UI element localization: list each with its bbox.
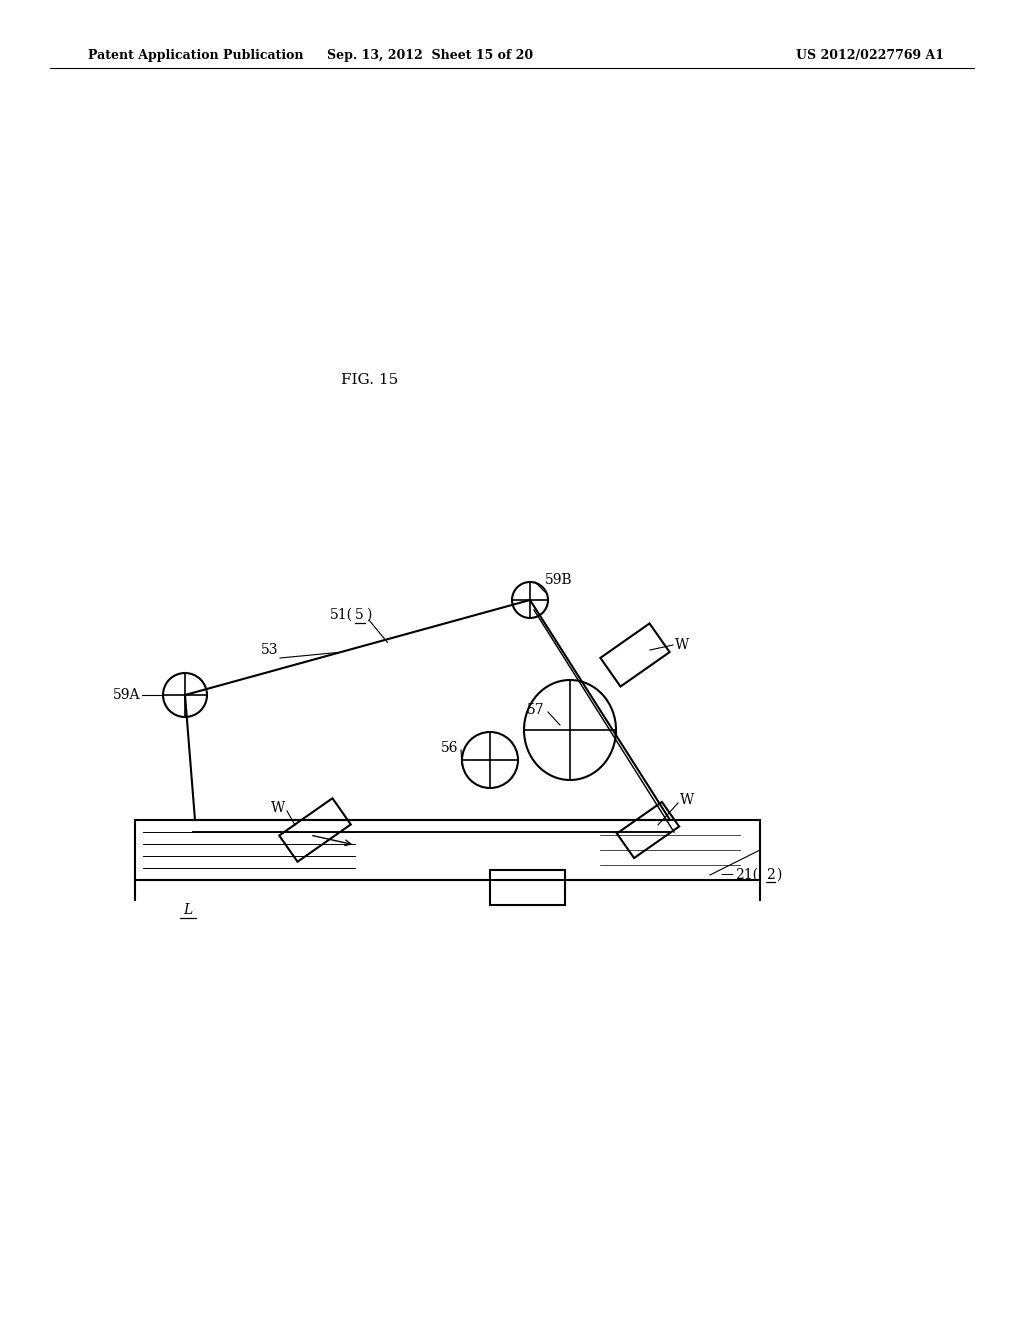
Text: 51(: 51( bbox=[330, 609, 353, 622]
Text: US 2012/0227769 A1: US 2012/0227769 A1 bbox=[796, 49, 944, 62]
Text: —: — bbox=[720, 869, 732, 882]
Text: 57: 57 bbox=[527, 704, 545, 717]
Text: FIG. 15: FIG. 15 bbox=[341, 374, 398, 387]
Text: 59A: 59A bbox=[113, 688, 140, 702]
Text: 5: 5 bbox=[355, 609, 364, 622]
Text: W: W bbox=[680, 793, 694, 807]
Text: Patent Application Publication: Patent Application Publication bbox=[88, 49, 303, 62]
Text: W: W bbox=[270, 801, 285, 814]
Text: 56: 56 bbox=[440, 741, 458, 755]
Text: 2: 2 bbox=[766, 869, 775, 882]
Text: Sep. 13, 2012  Sheet 15 of 20: Sep. 13, 2012 Sheet 15 of 20 bbox=[327, 49, 534, 62]
Text: ): ) bbox=[776, 869, 781, 882]
Text: ): ) bbox=[366, 609, 372, 622]
Text: 53: 53 bbox=[261, 643, 279, 657]
Text: L: L bbox=[183, 903, 193, 917]
Text: W: W bbox=[675, 638, 689, 652]
Text: 21(: 21( bbox=[735, 869, 758, 882]
Text: 59B: 59B bbox=[545, 573, 572, 587]
